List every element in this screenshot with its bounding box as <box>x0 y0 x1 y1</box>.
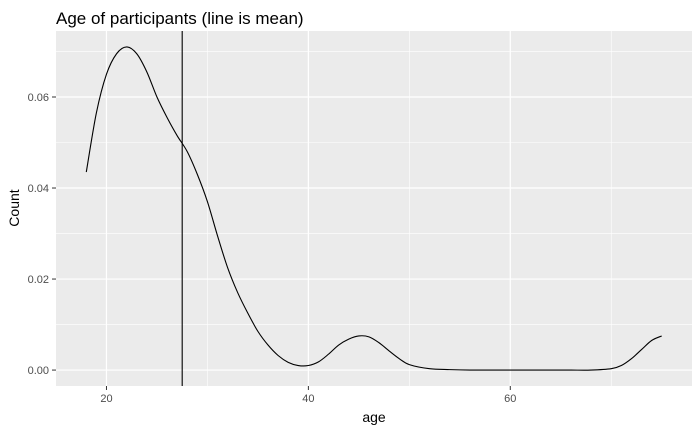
y-axis-title: Count <box>6 189 22 226</box>
density-curve <box>85 46 662 371</box>
y-tick-label-3: 0.06 <box>28 92 49 104</box>
minor-gridlines <box>56 31 692 386</box>
x-tick-label-1: 40 <box>302 393 314 405</box>
y-tick-label-1: 0.02 <box>28 274 49 286</box>
x-axis-title: age <box>362 409 386 425</box>
y-tick-label-0: 0.00 <box>28 365 49 377</box>
x-tick-label-2: 60 <box>504 393 516 405</box>
chart-title: Age of participants (line is mean) <box>56 9 304 28</box>
plot-panel <box>56 31 692 386</box>
y-axis-ticks: 0.00 0.02 0.04 0.06 <box>28 92 56 377</box>
x-tick-label-0: 20 <box>100 393 112 405</box>
x-axis-ticks: 20 40 60 <box>100 386 516 405</box>
y-tick-label-2: 0.04 <box>28 183 49 195</box>
